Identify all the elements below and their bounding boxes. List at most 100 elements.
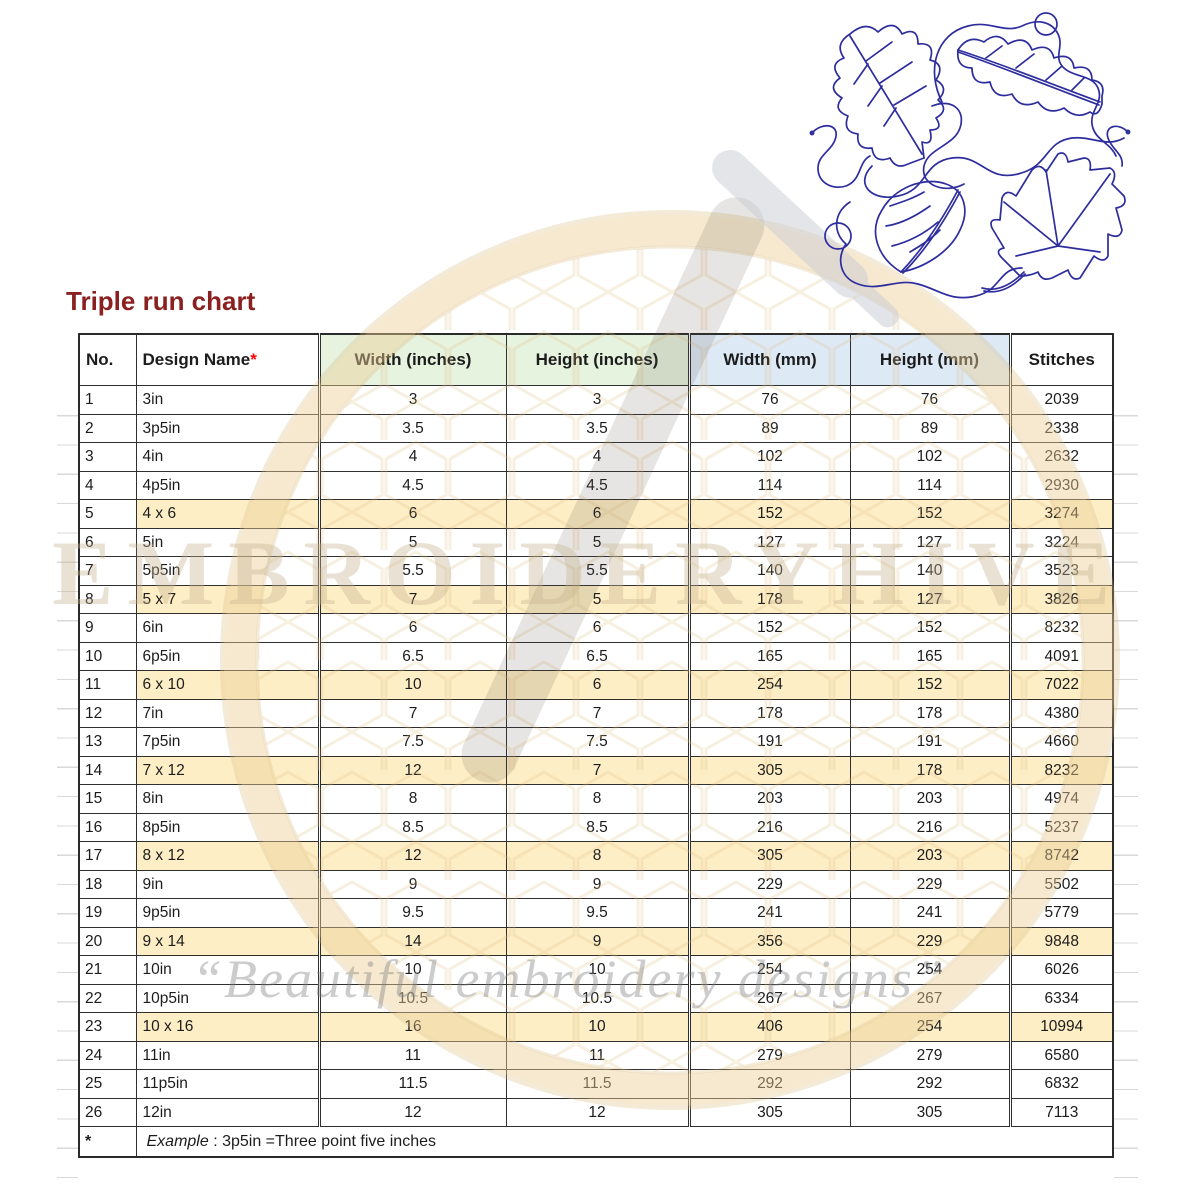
design-name: 10p5in — [135, 983, 320, 1013]
row-number: 4 — [78, 470, 137, 500]
width-inches: 5 — [317, 527, 507, 557]
design-name: 11in — [135, 1040, 320, 1070]
width-mm: 305 — [687, 755, 851, 785]
table-row: 16 8p5in 8.5 8.5 216 216 5237 — [78, 812, 1114, 842]
stitch-count: 6580 — [1008, 1040, 1114, 1070]
height-inches: 10 — [505, 955, 690, 985]
row-number: 6 — [78, 527, 137, 557]
maple-leaf — [981, 152, 1126, 293]
stitch-count: 7113 — [1008, 1097, 1114, 1127]
height-mm: 279 — [849, 1040, 1011, 1070]
height-mm: 254 — [849, 1012, 1011, 1042]
height-inches: 7 — [505, 755, 690, 785]
table-header-row: No. Design Name* Width (inches) Height (… — [78, 333, 1114, 386]
stitch-count: 8232 — [1008, 613, 1114, 643]
width-inches: 10.5 — [317, 983, 507, 1013]
width-inches: 6 — [317, 613, 507, 643]
width-mm: 140 — [687, 556, 851, 586]
height-mm: 127 — [849, 527, 1011, 557]
table-row: 19 9p5in 9.5 9.5 241 241 5779 — [78, 898, 1114, 928]
design-name: 6in — [135, 613, 320, 643]
row-number: 22 — [78, 983, 137, 1013]
width-inches: 3 — [317, 385, 507, 415]
size-chart: No. Design Name* Width (inches) Height (… — [78, 333, 1114, 1158]
height-mm: 127 — [849, 584, 1011, 614]
width-inches: 9.5 — [317, 898, 507, 928]
height-mm: 114 — [849, 470, 1011, 500]
width-mm: 406 — [687, 1012, 851, 1042]
design-name: 10 x 16 — [135, 1012, 320, 1042]
row-number: 5 — [78, 499, 137, 529]
needle-clamp — [712, 149, 899, 328]
table-row: 22 10p5in 10.5 10.5 267 267 6334 — [78, 983, 1114, 1013]
row-number: 3 — [78, 442, 137, 472]
row-number: 23 — [78, 1012, 137, 1042]
design-name: 8 x 12 — [135, 841, 320, 871]
gridline-stubs-left — [57, 387, 78, 1182]
row-number: 16 — [78, 812, 137, 842]
design-name: 4in — [135, 442, 320, 472]
height-inches: 6 — [505, 613, 690, 643]
footnote-text: Example : 3p5in =Three point five inches — [135, 1126, 1114, 1158]
design-name: 5 x 7 — [135, 584, 320, 614]
stitch-count: 4974 — [1008, 784, 1114, 814]
table-row: 17 8 x 12 12 8 305 203 8742 — [78, 841, 1114, 871]
stitch-count: 6026 — [1008, 955, 1114, 985]
stitch-count: 5502 — [1008, 869, 1114, 899]
width-inches: 8.5 — [317, 812, 507, 842]
height-inches: 12 — [505, 1097, 690, 1127]
design-name: 3p5in — [135, 413, 320, 443]
row-number: 17 — [78, 841, 137, 871]
width-inches: 6.5 — [317, 641, 507, 671]
table-row: 3 4in 4 4 102 102 2632 — [78, 442, 1114, 472]
width-mm: 76 — [687, 385, 851, 415]
height-mm: 241 — [849, 898, 1011, 928]
height-mm: 305 — [849, 1097, 1011, 1127]
oak-leaf — [832, 24, 945, 167]
width-inches: 7.5 — [317, 727, 507, 757]
table-row: 11 6 x 10 10 6 254 152 7022 — [78, 670, 1114, 700]
height-inches: 10 — [505, 1012, 690, 1042]
design-name: 9 x 14 — [135, 926, 320, 956]
required-marker: * — [250, 350, 257, 369]
width-mm: 305 — [687, 841, 851, 871]
height-mm: 76 — [849, 385, 1011, 415]
width-mm: 191 — [687, 727, 851, 757]
stitch-count: 9848 — [1008, 926, 1114, 956]
height-inches: 11.5 — [505, 1069, 690, 1099]
height-inches: 5 — [505, 527, 690, 557]
design-name: 9in — [135, 869, 320, 899]
width-mm: 102 — [687, 442, 851, 472]
stitch-count: 6832 — [1008, 1069, 1114, 1099]
height-mm: 191 — [849, 727, 1011, 757]
width-mm: 292 — [687, 1069, 851, 1099]
design-name: 10in — [135, 955, 320, 985]
height-mm: 140 — [849, 556, 1011, 586]
design-name: 9p5in — [135, 898, 320, 928]
table-row: 12 7in 7 7 178 178 4380 — [78, 698, 1114, 728]
stitch-count: 5237 — [1008, 812, 1114, 842]
stitch-count: 2632 — [1008, 442, 1114, 472]
stitch-count: 5779 — [1008, 898, 1114, 928]
table-row: 14 7 x 12 12 7 305 178 8232 — [78, 755, 1114, 785]
height-inches: 4 — [505, 442, 690, 472]
table-row: 18 9in 9 9 229 229 5502 — [78, 869, 1114, 899]
design-name: 5in — [135, 527, 320, 557]
table-row: 1 3in 3 3 76 76 2039 — [78, 385, 1114, 415]
row-number: 24 — [78, 1040, 137, 1070]
col-header-width-inches: Width (inches) — [317, 333, 507, 386]
width-inches: 4 — [317, 442, 507, 472]
col-header-design-name: Design Name* — [135, 333, 320, 386]
design-name: 4 x 6 — [135, 499, 320, 529]
height-mm: 229 — [849, 869, 1011, 899]
height-mm: 152 — [849, 499, 1011, 529]
width-mm: 152 — [687, 613, 851, 643]
row-number: 15 — [78, 784, 137, 814]
width-inches: 11.5 — [317, 1069, 507, 1099]
height-mm: 165 — [849, 641, 1011, 671]
table-row: 23 10 x 16 16 10 406 254 10994 — [78, 1012, 1114, 1042]
design-name: 8p5in — [135, 812, 320, 842]
stitch-count: 3274 — [1008, 499, 1114, 529]
width-mm: 203 — [687, 784, 851, 814]
